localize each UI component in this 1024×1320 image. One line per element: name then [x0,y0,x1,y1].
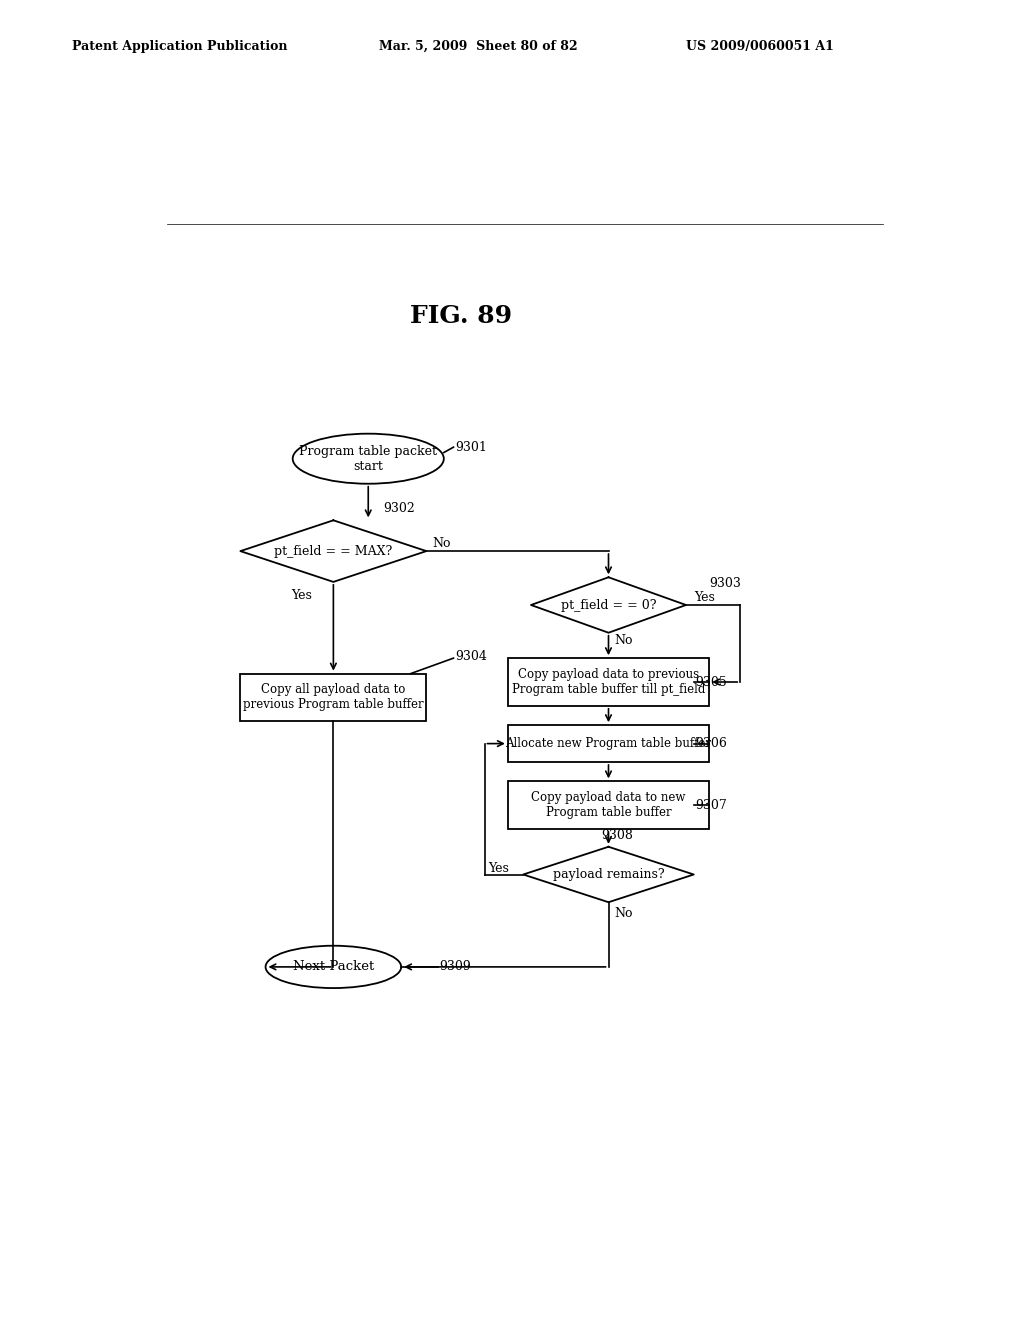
Text: Next Packet: Next Packet [293,961,374,973]
Text: 9304: 9304 [455,649,487,663]
Text: Yes: Yes [488,862,509,875]
Text: No: No [614,634,633,647]
Text: Copy payload data to new
Program table buffer: Copy payload data to new Program table b… [531,791,686,820]
Bar [508,659,710,706]
Text: No: No [432,537,452,550]
Text: Patent Application Publication: Patent Application Publication [72,40,287,53]
Text: 9302: 9302 [384,502,416,515]
Text: pt_field = = MAX?: pt_field = = MAX? [274,545,392,557]
Text: Yes: Yes [291,589,311,602]
Text: 9305: 9305 [695,676,727,689]
Text: 9303: 9303 [710,577,741,590]
Text: 9308: 9308 [601,829,633,842]
Text: 9309: 9309 [439,961,471,973]
Bar [508,781,710,829]
Text: 9301: 9301 [455,441,487,454]
Bar [241,673,426,721]
Text: 9307: 9307 [695,799,727,812]
Text: Yes: Yes [693,591,715,603]
Text: payload remains?: payload remains? [553,869,665,880]
Text: No: No [614,907,633,920]
Text: Mar. 5, 2009  Sheet 80 of 82: Mar. 5, 2009 Sheet 80 of 82 [379,40,578,53]
Bar [508,725,710,762]
Text: US 2009/0060051 A1: US 2009/0060051 A1 [686,40,834,53]
Text: Program table packet
start: Program table packet start [299,445,437,473]
Text: Copy all payload data to
previous Program table buffer: Copy all payload data to previous Progra… [243,684,424,711]
Text: 9306: 9306 [695,737,727,750]
Text: Copy payload data to previous
Program table buffer till pt_field: Copy payload data to previous Program ta… [512,668,706,696]
Text: pt_field = = 0?: pt_field = = 0? [561,598,656,611]
Text: Allocate new Program table buffer: Allocate new Program table buffer [506,737,712,750]
Text: FIG. 89: FIG. 89 [411,304,512,329]
